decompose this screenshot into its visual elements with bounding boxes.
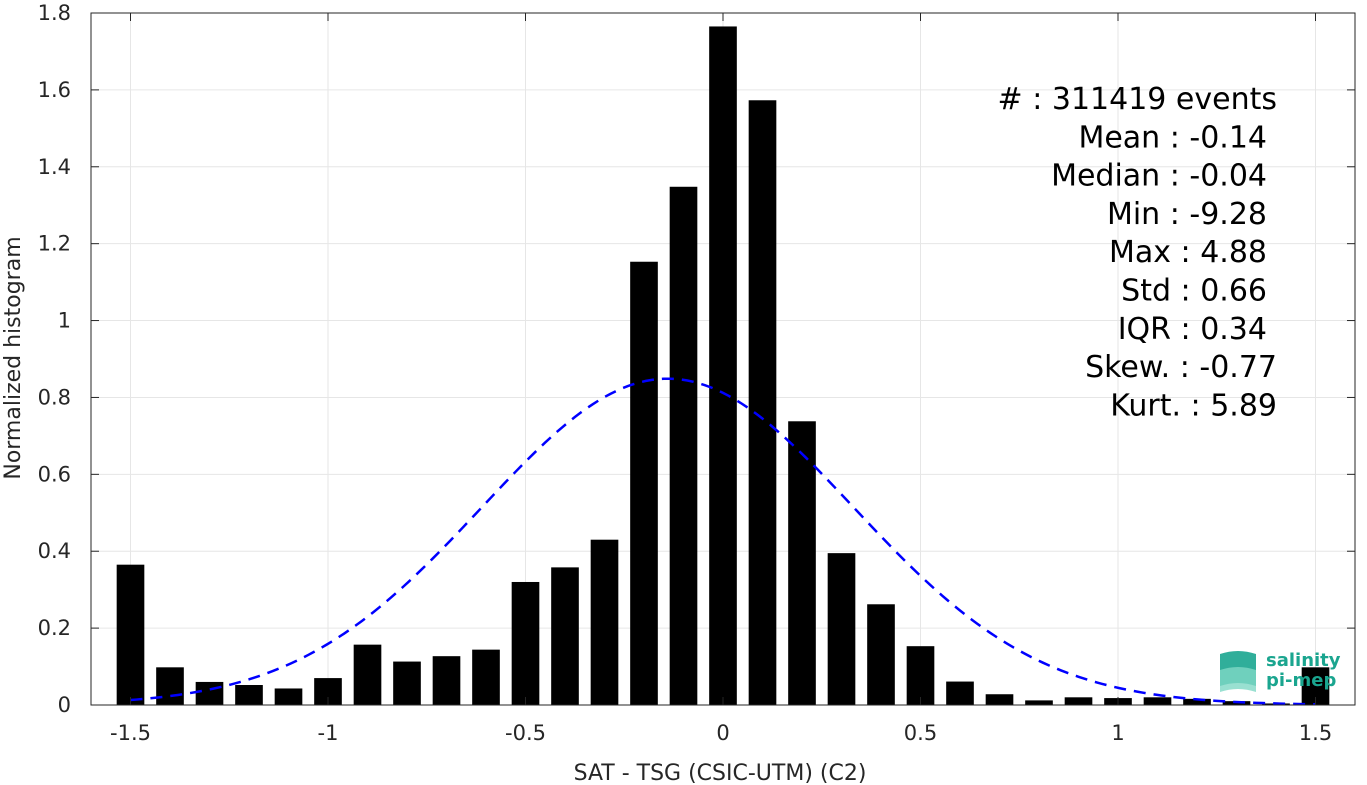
histogram-bar [1064,697,1093,705]
y-tick-label: 0.8 [38,385,71,409]
histogram-bar [788,421,816,705]
histogram-bar [946,681,974,705]
stat-line: Mean : -0.14 [1078,120,1267,155]
histogram-bar [472,649,500,705]
y-tick-label: 1.2 [38,232,71,256]
x-tick-label: 0 [716,721,729,745]
bars [116,26,1330,705]
histogram-bar [669,186,698,705]
y-tick-label: 0.4 [38,539,71,563]
histogram-bar [393,661,421,705]
histogram-bar [551,567,579,705]
histogram-bar [235,685,263,705]
y-tick-label: 1.6 [38,78,71,102]
x-tick-label: 0.5 [904,721,937,745]
stat-line: IQR : 0.34 [1118,312,1267,347]
logo-wave-icon-2 [1220,667,1256,692]
histogram-bar [353,644,382,705]
stat-line: # : 311419 events [998,82,1277,117]
histogram-bar [867,604,895,705]
y-tick-label: 1 [58,309,71,333]
histogram-bar [432,656,461,705]
y-tick-label: 1.4 [38,155,71,179]
x-tick-label: -0.5 [505,721,546,745]
histogram-bar [1025,700,1053,705]
histogram-bar [985,694,1014,705]
x-axis-label: SAT - TSG (CSIC-UTM) (C2) [574,761,867,785]
stat-line: Median : -0.04 [1051,159,1267,194]
x-axis-ticks: -1.5 -1 -0.5 0 0.5 1 1.5 [110,13,1332,745]
stat-line: Std : 0.66 [1121,274,1267,309]
x-tick-label: 1.5 [1299,721,1332,745]
salinity-pimep-logo: salinity pi-mep [1220,650,1341,692]
histogram-bar [195,681,224,705]
x-tick-label: -1 [318,721,339,745]
x-tick-label: -1.5 [110,721,151,745]
histogram-bar [511,581,540,705]
stat-line: Skew. : -0.77 [1085,350,1277,385]
histogram-bar [630,261,658,705]
histogram-bar [827,553,856,705]
gaussian-fit-curve [130,377,1316,706]
y-tick-label: 0 [58,693,71,717]
histogram-bar [1183,698,1211,705]
stat-line: Kurt. : 5.89 [1110,388,1277,423]
x-tick-label: 1 [1111,721,1124,745]
histogram-bar [156,667,184,705]
histogram-bar [1143,697,1172,705]
y-axis-ticks: 0 0.2 0.4 0.6 0.8 1 1.2 1.4 1.6 1.8 [38,1,1355,717]
y-tick-label: 1.8 [38,1,71,25]
histogram-bar [709,26,737,705]
histogram-bar [274,688,303,705]
y-axis-label: Normalized histogram [1,236,26,479]
y-tick-label: 0.6 [38,462,71,486]
histogram-bar [906,646,935,705]
logo-line2: pi-mep [1266,670,1336,691]
histogram-bar [748,100,777,705]
histogram-bar [590,539,619,705]
stat-line: Min : -9.28 [1107,197,1267,232]
stat-line: Max : 4.88 [1109,235,1267,270]
logo-line1: salinity [1266,650,1341,671]
histogram-bar [116,564,145,705]
y-tick-label: 0.2 [38,616,71,640]
